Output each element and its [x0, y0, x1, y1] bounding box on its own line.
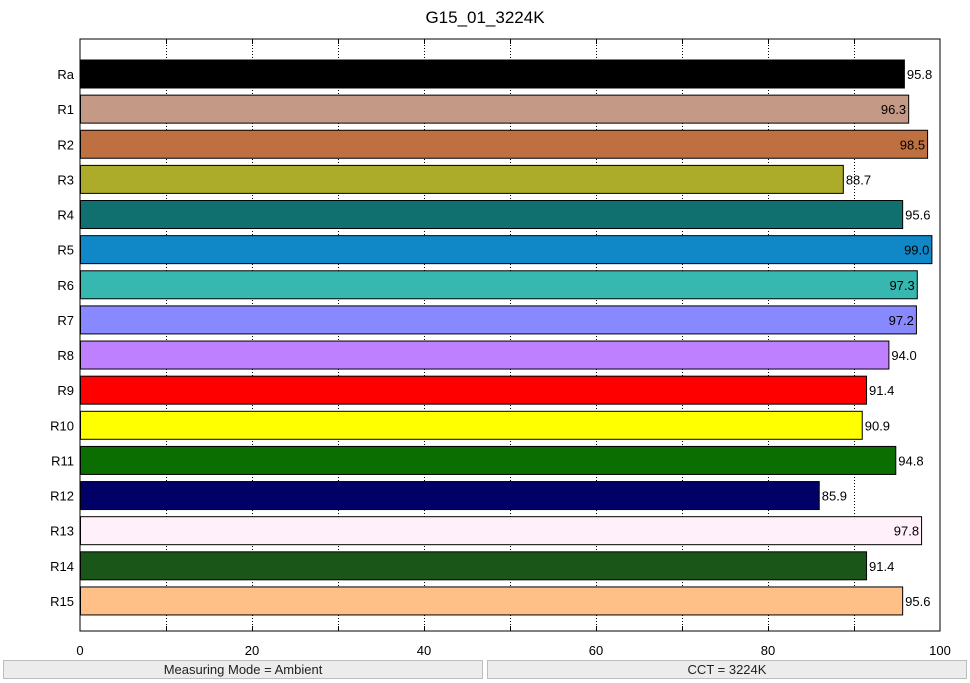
category-labels: Ra R1 R2 R3 R4 R5 R6 R7 R8 R9 R10 R11 R12 R13 R14 R15	[50, 67, 75, 609]
value-label: 96.3	[881, 102, 906, 117]
value-label: 88.7	[846, 172, 871, 187]
value-label: 98.5	[900, 137, 925, 152]
category-label: R6	[57, 278, 74, 293]
category-label: R9	[57, 383, 74, 398]
x-tick-label: 80	[761, 643, 775, 658]
bar-r7	[80, 305, 917, 335]
measuring-mode-status: Measuring Mode = Ambient	[3, 660, 483, 679]
category-label: R12	[50, 489, 74, 504]
bar-r2	[80, 129, 929, 159]
x-tick-label: 100	[929, 643, 951, 658]
x-tick-label: 0	[76, 643, 83, 658]
bar-r6	[80, 270, 918, 300]
category-label: R1	[57, 102, 74, 117]
chart-title: G15_01_3224K	[425, 8, 545, 27]
x-tick-label: 60	[589, 643, 603, 658]
x-tick-label: 40	[417, 643, 431, 658]
bar-r8	[80, 340, 890, 370]
category-label: R5	[57, 243, 74, 258]
value-label: 91.4	[869, 559, 894, 574]
value-label: 91.4	[869, 383, 894, 398]
x-tick-label: 20	[245, 643, 259, 658]
value-label: 90.9	[865, 418, 890, 433]
bar-r10	[80, 410, 863, 440]
bar-r9	[80, 375, 868, 405]
category-label: R15	[50, 594, 74, 609]
value-label: 95.6	[905, 208, 930, 223]
category-label: R3	[57, 172, 74, 187]
category-label: R11	[51, 453, 74, 468]
value-label: 94.8	[898, 453, 923, 468]
value-label: 99.0	[904, 243, 929, 258]
x-axis-ticks: 0 20 40 60 80 100	[76, 39, 951, 658]
category-label: R13	[50, 524, 74, 539]
category-label: R2	[57, 137, 74, 152]
bar-r5	[80, 235, 933, 265]
value-label: 95.8	[907, 67, 932, 82]
value-label: 97.2	[889, 313, 914, 328]
cri-bar-chart: G15_01_3224K RaR1R2R3R4R5R6R7R8R9R10R11R…	[50, 8, 951, 658]
value-label: 97.8	[894, 524, 919, 539]
value-label: 97.3	[889, 278, 914, 293]
value-label: 94.0	[891, 348, 916, 363]
category-label: Ra	[57, 67, 74, 82]
bar-r15	[80, 586, 904, 616]
category-label: R8	[57, 348, 74, 363]
value-labels: 95.8 96.3 98.5 88.7 95.6 99.0 97.3 97.2 94.0 91.4…	[822, 67, 932, 609]
bar-r1	[80, 94, 910, 124]
bar-ra	[80, 59, 905, 89]
category-label: R4	[57, 208, 74, 223]
bar-r3	[80, 164, 844, 194]
bar-r4	[80, 200, 904, 230]
category-label: R7	[57, 313, 74, 328]
category-label: R10	[50, 418, 74, 433]
status-bar: Measuring Mode = Ambient CCT = 3224K	[0, 658, 970, 683]
value-label: 95.6	[905, 594, 930, 609]
bar-r11	[80, 445, 897, 475]
bar-r14	[80, 551, 868, 581]
bars	[80, 59, 933, 616]
category-label: R14	[50, 559, 74, 574]
value-label: 85.9	[822, 489, 847, 504]
bar-r13	[80, 516, 923, 546]
bar-r12	[80, 481, 820, 511]
cct-status: CCT = 3224K	[487, 660, 967, 679]
